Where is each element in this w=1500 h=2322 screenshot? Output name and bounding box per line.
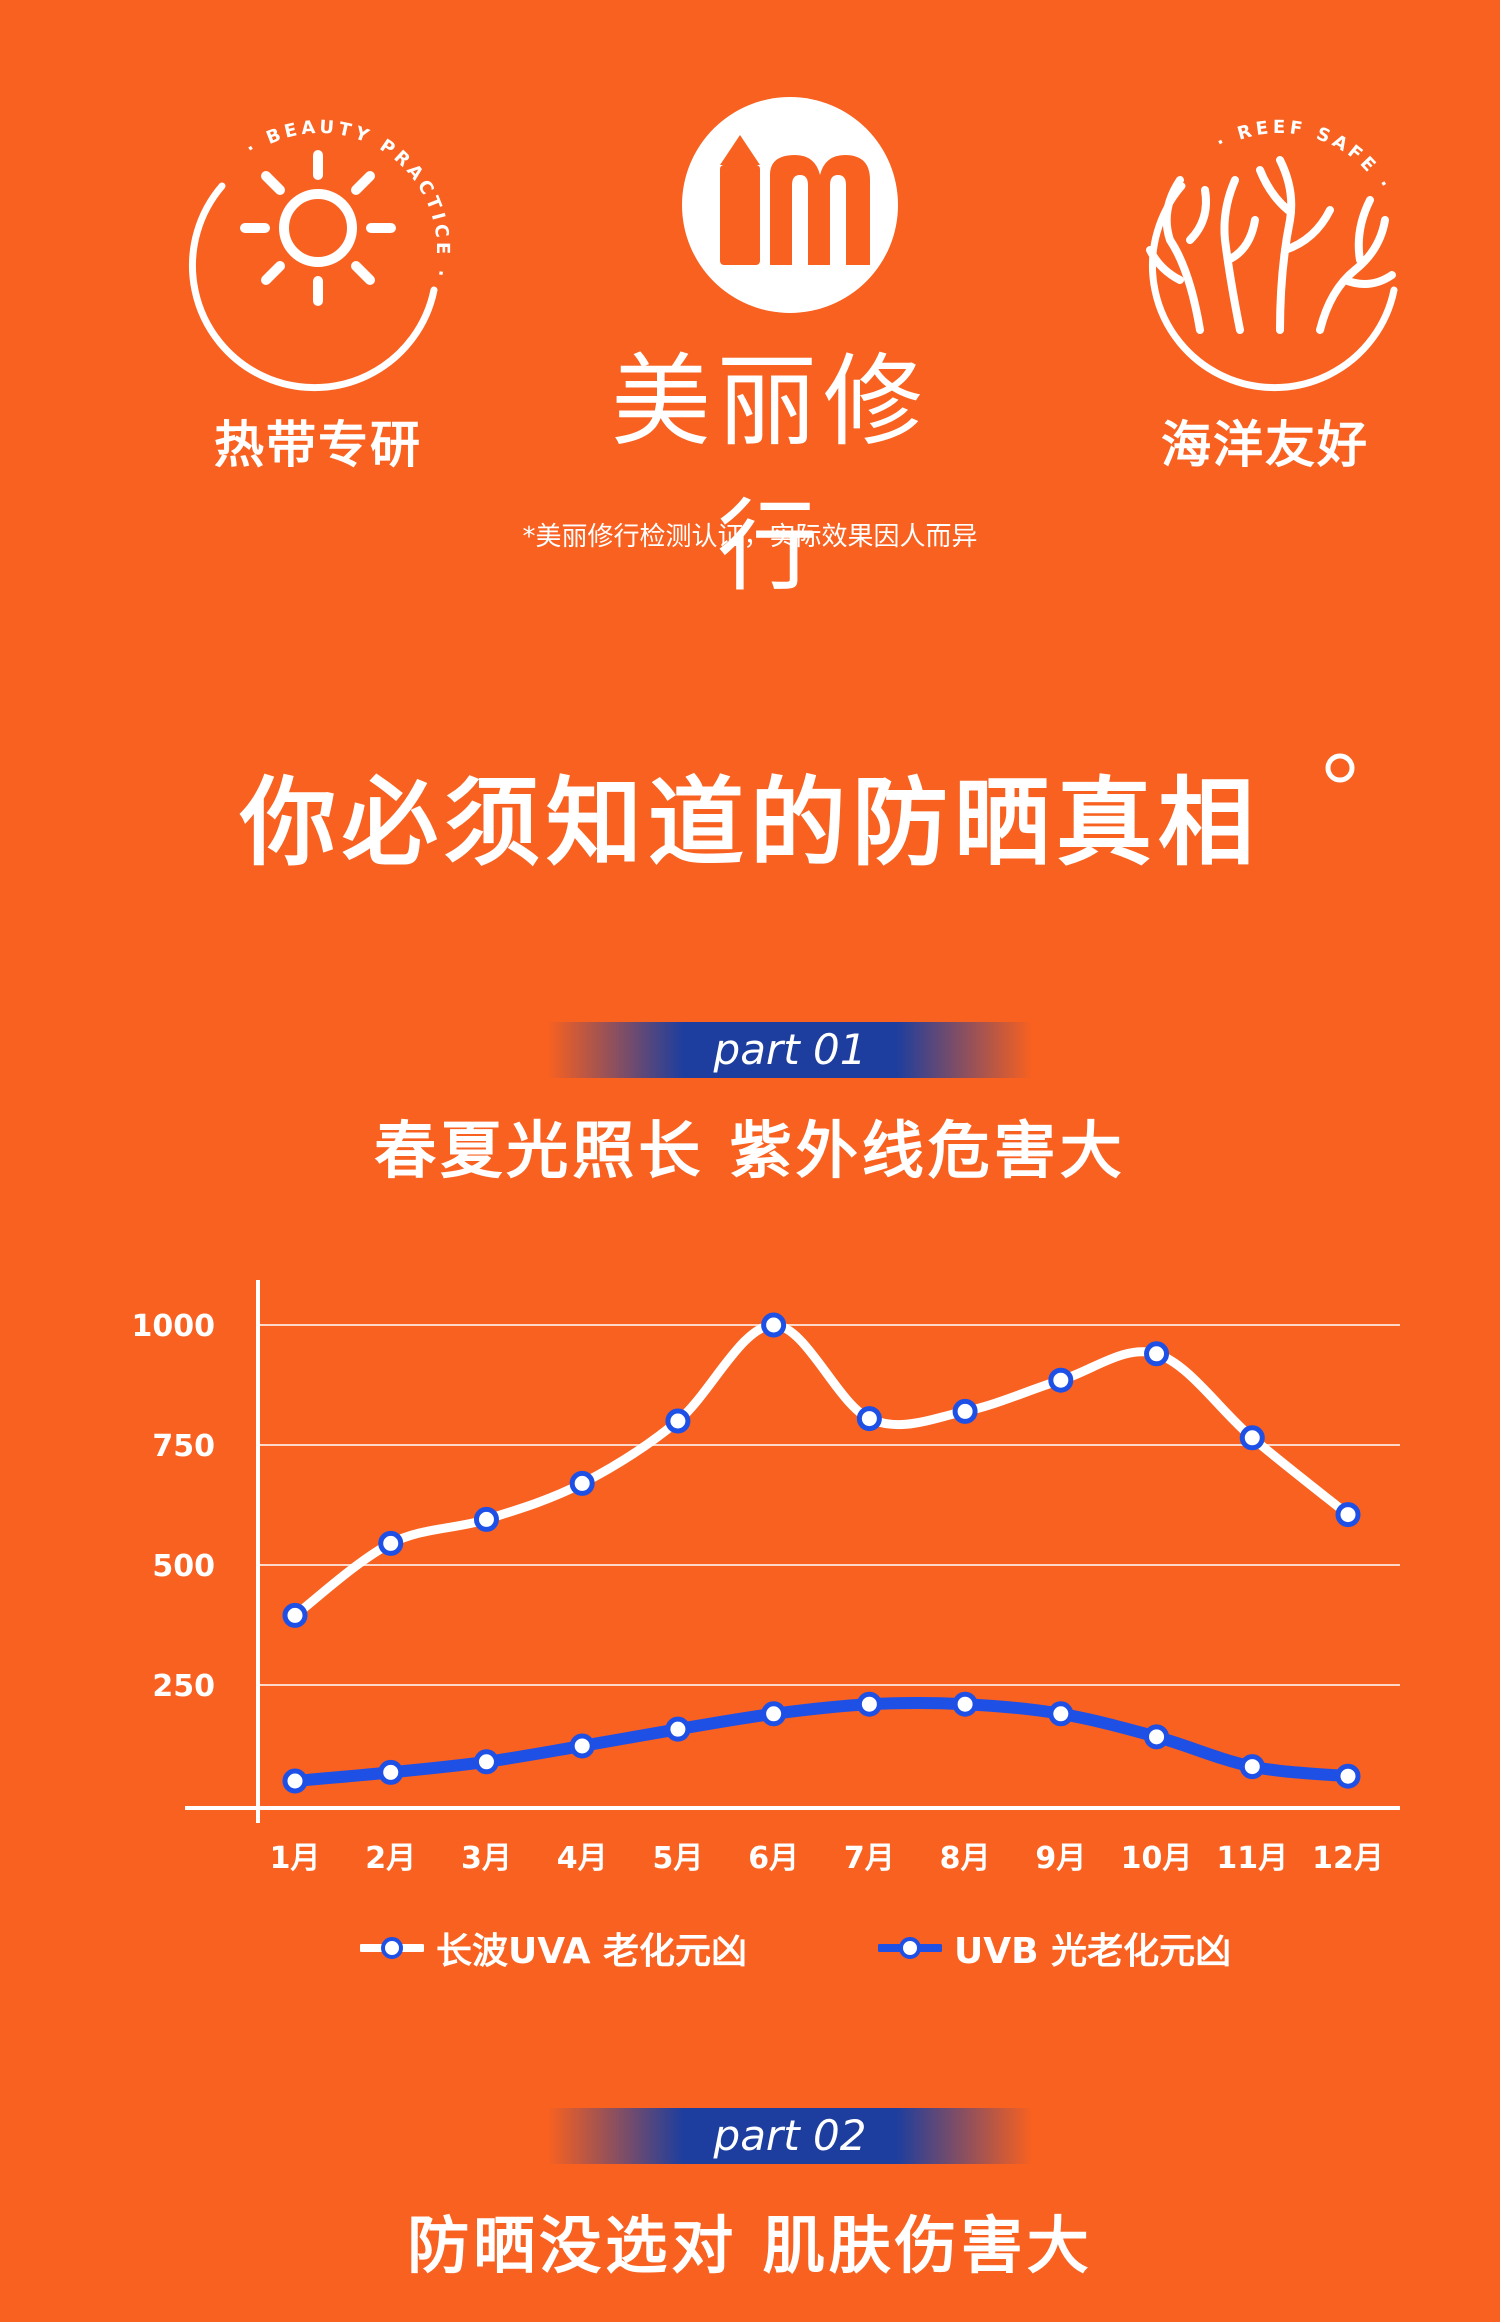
- x-tick-label: 3月: [461, 1841, 512, 1876]
- legend-item-uva: 长波UVA 老化元凶: [360, 1920, 747, 1976]
- x-tick-label: 5月: [652, 1841, 703, 1876]
- chart-series: [282, 1312, 1361, 1794]
- data-point: [1144, 1724, 1170, 1750]
- series-line-uvb: [289, 1697, 1354, 1787]
- y-tick-label: 750: [152, 1429, 215, 1464]
- main-title: 你必须知道的防晒真相: [0, 745, 1500, 884]
- sun-icon: [240, 150, 396, 306]
- data-point: [378, 1759, 404, 1785]
- x-tick-label: 4月: [557, 1841, 608, 1876]
- data-point: [569, 1470, 595, 1496]
- x-tick-label: 1月: [270, 1841, 321, 1876]
- x-tick-label: 6月: [748, 1841, 799, 1876]
- legend-marker-uvb: [878, 1937, 942, 1959]
- uv-monthly-chart: 250 500 750 1000 1月 2月 3月 4月 5月 6月 7月 8月 9月 10月 11月 12…: [132, 1280, 1400, 1876]
- y-tick-label: 1000: [132, 1309, 216, 1344]
- data-point: [473, 1749, 499, 1775]
- data-point: [761, 1312, 787, 1338]
- y-axis-ticks: 250 500 750 1000: [132, 1309, 216, 1704]
- beauty-practice-badge: · BEAUTY PRACTICE ·: [189, 117, 453, 392]
- series-line-uva: [290, 1320, 1353, 1620]
- y-tick-label: 500: [152, 1549, 215, 1584]
- brand-name: 美丽修行: [611, 343, 929, 605]
- part-01-tag: part 01: [548, 1022, 1032, 1078]
- x-tick-label: 7月: [844, 1841, 895, 1876]
- x-tick-label: 11月: [1216, 1841, 1288, 1876]
- main-title-text: 你必须知道的防晒真相: [240, 767, 1260, 879]
- brand-logo: [682, 97, 898, 313]
- data-point: [761, 1701, 787, 1727]
- data-point: [856, 1691, 882, 1717]
- data-point: [1144, 1341, 1170, 1367]
- coral-icon: [1146, 156, 1396, 334]
- data-point: [1048, 1701, 1074, 1727]
- data-point: [282, 1768, 308, 1794]
- chart-grid: [258, 1324, 1400, 1686]
- data-point: [282, 1602, 308, 1628]
- reef-safe-badge: · REEF SAFE ·: [1146, 117, 1398, 392]
- data-point: [1335, 1502, 1361, 1528]
- x-tick-label: 8月: [940, 1841, 991, 1876]
- data-point: [473, 1506, 499, 1532]
- x-tick-label: 2月: [365, 1841, 416, 1876]
- lipstick-m-logo: [720, 135, 870, 265]
- data-point: [1048, 1367, 1074, 1393]
- legend-label-uva: 长波UVA 老化元凶: [436, 1931, 748, 1972]
- data-point: [665, 1716, 691, 1742]
- badge-label-ocean-friendly: 海洋友好: [1161, 416, 1369, 474]
- legend-marker-uva: [360, 1937, 424, 1959]
- data-point: [569, 1733, 595, 1759]
- part-01-subtitle: 春夏光照长 紫外线危害大: [374, 1114, 1126, 1187]
- part-02-tag: part 02: [548, 2108, 1032, 2164]
- data-point: [952, 1398, 978, 1424]
- data-point: [1239, 1425, 1265, 1451]
- data-point: [665, 1408, 691, 1434]
- svg-text:· BEAUTY PRACTICE ·: · BEAUTY PRACTICE ·: [242, 117, 453, 283]
- y-tick-label: 250: [152, 1669, 215, 1704]
- badge-label-tropical: 热带专研: [214, 416, 422, 474]
- x-tick-label: 12月: [1312, 1841, 1384, 1876]
- x-tick-label: 9月: [1035, 1841, 1086, 1876]
- data-point: [952, 1691, 978, 1717]
- data-point: [1239, 1754, 1265, 1780]
- title-ring-icon: [1325, 753, 1355, 783]
- badge-ring-text: · REEF SAFE ·: [1213, 117, 1392, 196]
- legend-label-uvb: UVB 光老化元凶: [954, 1931, 1232, 1972]
- svg-text:· REEF SAFE ·: · REEF SAFE ·: [1213, 117, 1396, 196]
- data-point: [1335, 1763, 1361, 1789]
- chart-axes: [185, 1280, 1400, 1823]
- x-tick-label: 10月: [1121, 1841, 1193, 1876]
- data-point: [378, 1530, 404, 1556]
- data-point: [856, 1406, 882, 1432]
- badge-ring-text: · BEAUTY PRACTICE ·: [242, 117, 449, 283]
- x-axis-ticks: 1月 2月 3月 4月 5月 6月 7月 8月 9月 10月 11月 12月: [270, 1841, 1384, 1876]
- disclaimer-text: *美丽修行检测认证，实际效果因人而异: [522, 522, 978, 552]
- legend-item-uvb: UVB 光老化元凶: [878, 1920, 1231, 1976]
- part-02-subtitle: 防晒没选对 肌肤伤害大: [407, 2209, 1093, 2282]
